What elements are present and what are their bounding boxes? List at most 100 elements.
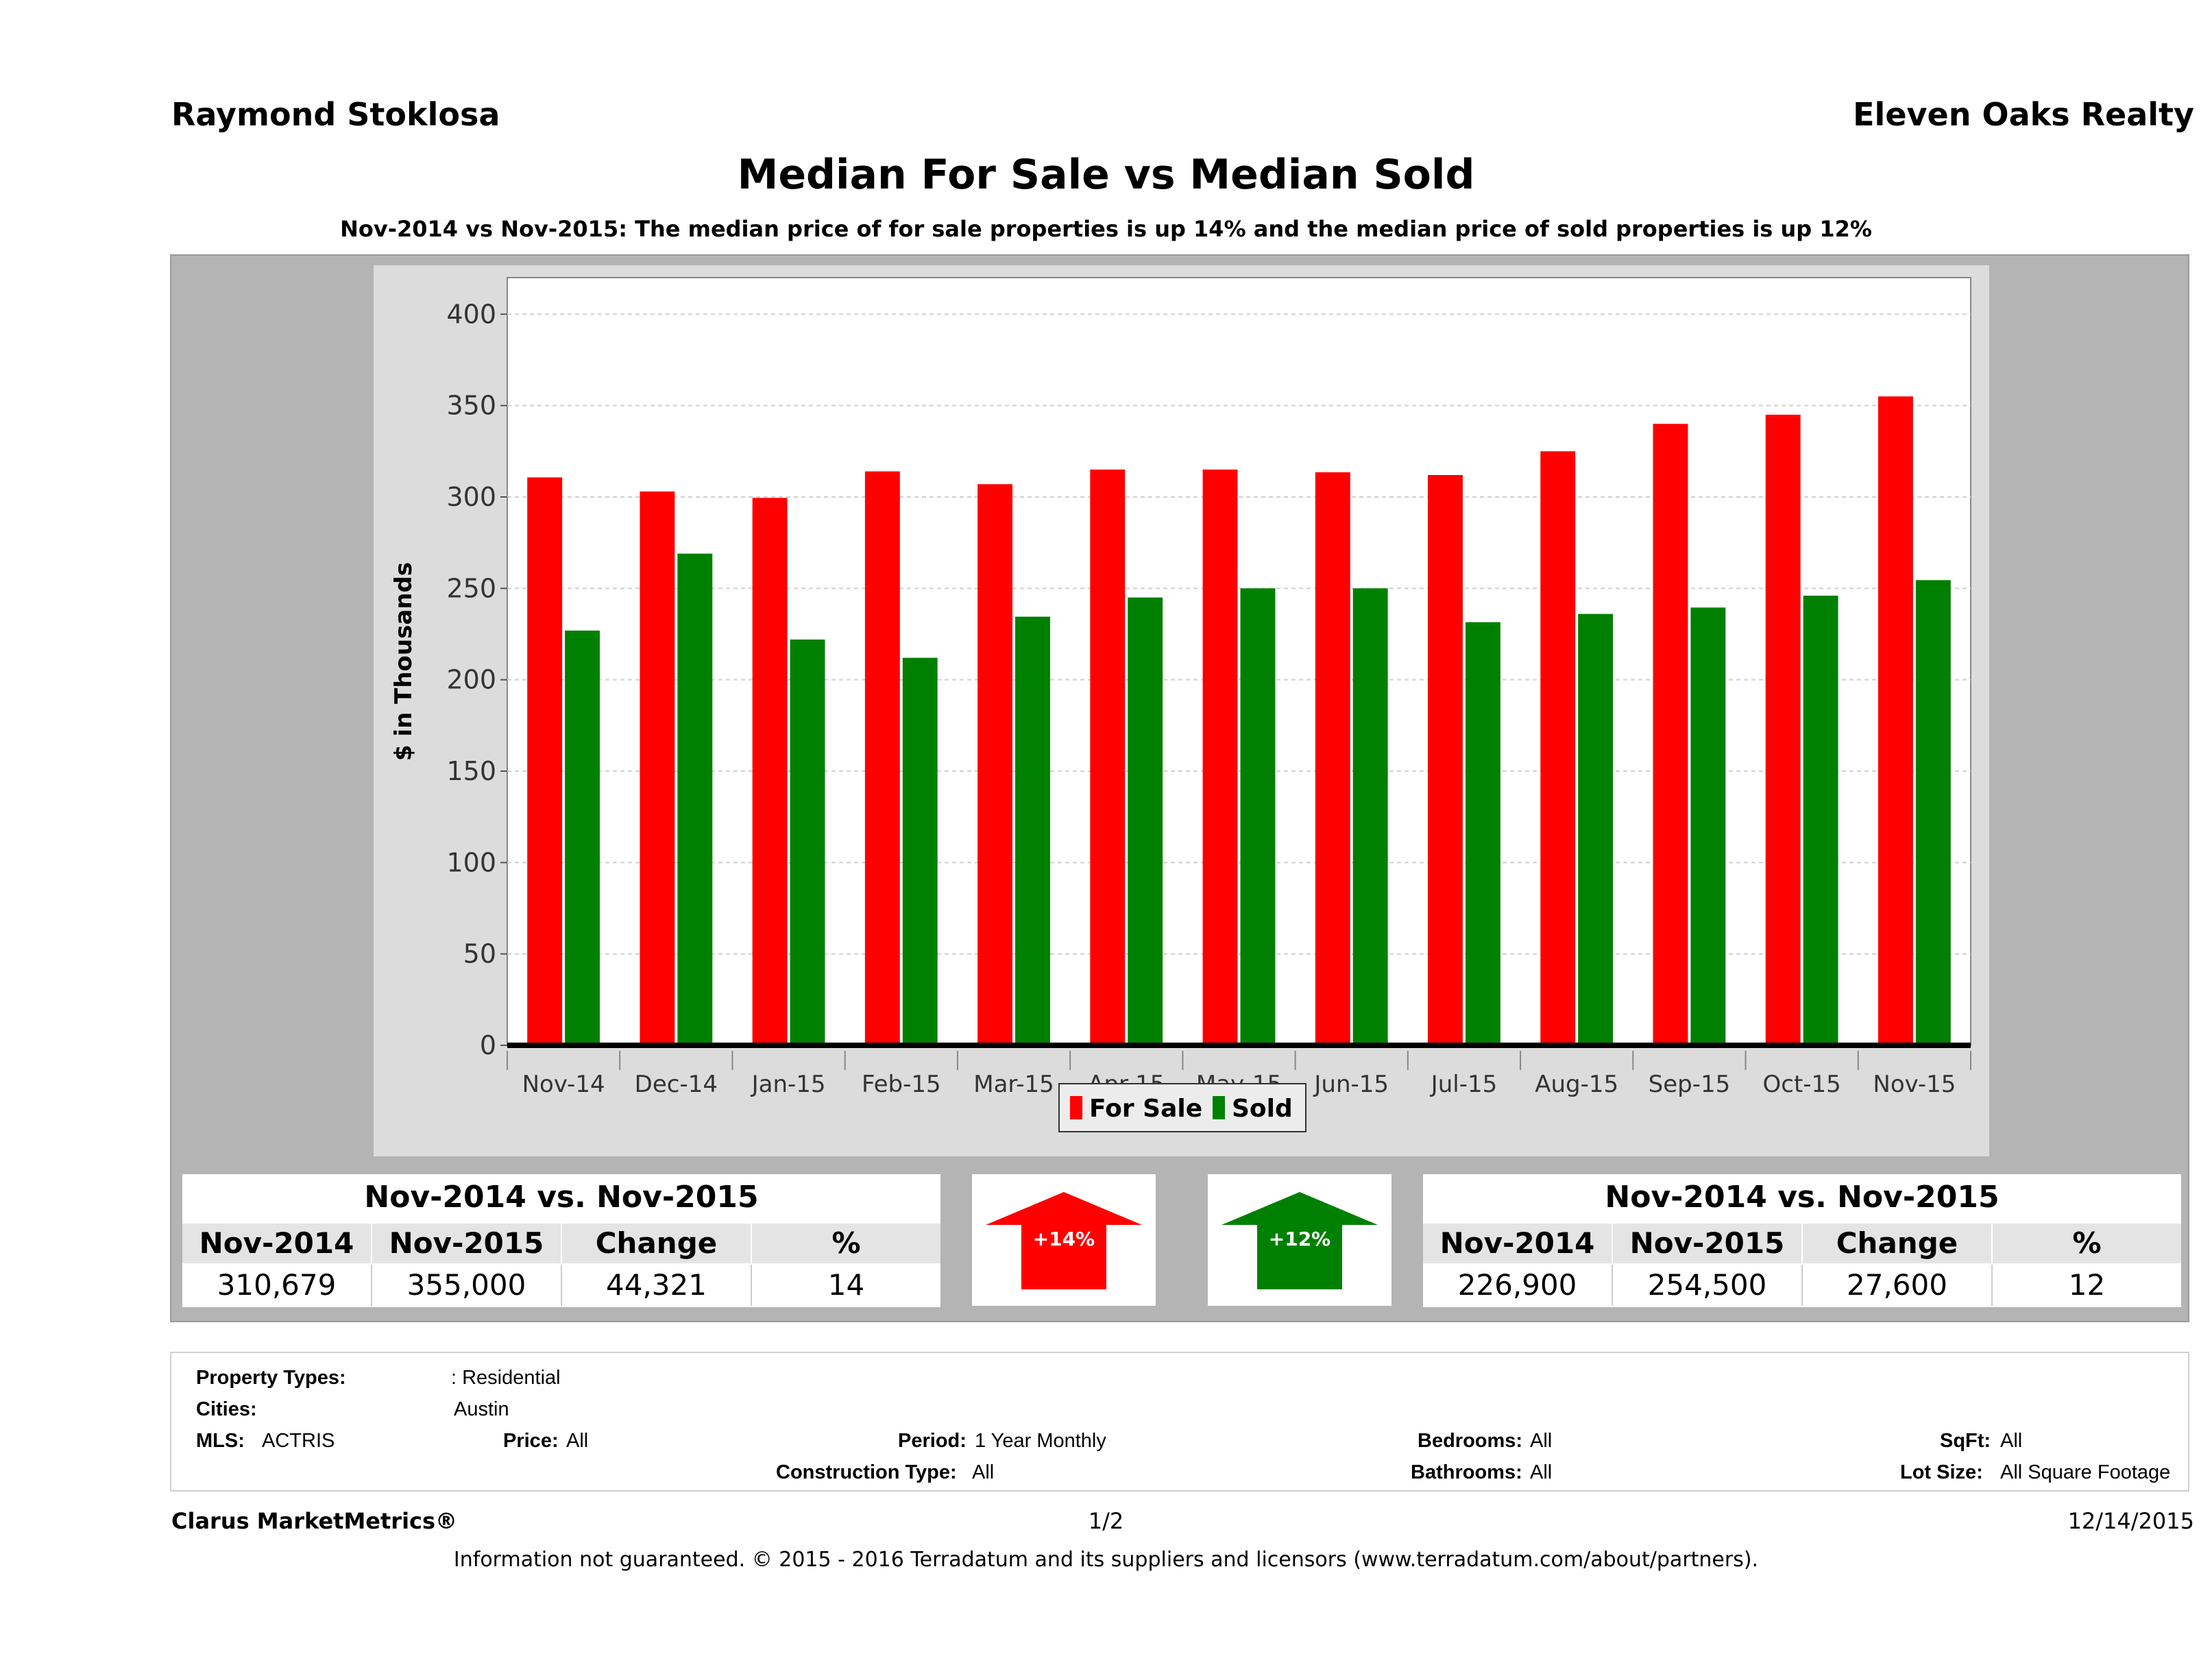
x-tick-label: Jan-15 xyxy=(751,1071,826,1098)
bar-for-sale xyxy=(640,491,675,1045)
x-tick-label: Aug-15 xyxy=(1535,1071,1618,1098)
bar-chart: 0 50 100 150 200 250 300 350 400 $ in Thousands No… xyxy=(390,277,1971,1132)
table-heading: Nov-2014 vs. Nov-2015 xyxy=(1605,1180,2000,1215)
bar-for-sale xyxy=(864,471,900,1045)
bar-sold xyxy=(790,640,825,1045)
y-tick-label: 350 xyxy=(446,391,496,421)
bar-sold xyxy=(1915,580,1951,1045)
bar-sold xyxy=(1803,596,1838,1045)
sold-summary-table: Nov-2014 vs. Nov-2015 Nov-2014 Nov-2015 … xyxy=(1423,1174,2181,1307)
y-tick-label: 200 xyxy=(446,665,496,695)
table-header-row: Nov-2014 Nov-2015 Change % xyxy=(182,1224,940,1263)
table-cell: 44,321 xyxy=(562,1265,752,1306)
col-header: Nov-2015 xyxy=(1613,1224,1803,1263)
col-header: Nov-2015 xyxy=(372,1224,562,1263)
brokerage-name: Eleven Oaks Realty xyxy=(1853,96,2194,133)
y-tick-label: 100 xyxy=(446,847,496,877)
bathrooms-label: Bathrooms: xyxy=(1411,1461,1522,1483)
table-heading: Nov-2014 vs. Nov-2015 xyxy=(364,1180,759,1215)
bar-for-sale xyxy=(752,498,788,1045)
report-title: Median For Sale vs Median Sold xyxy=(737,151,1475,199)
col-header: Change xyxy=(562,1224,752,1263)
y-tick-label: 300 xyxy=(446,482,496,512)
y-tick-label: 400 xyxy=(446,299,496,329)
x-tick-label: Mar-15 xyxy=(973,1071,1054,1098)
bar-for-sale xyxy=(1877,396,1913,1045)
report-date: 12/14/2015 xyxy=(2067,1508,2194,1534)
x-tick-label: Jun-15 xyxy=(1313,1071,1389,1098)
price-value: All xyxy=(566,1430,589,1452)
bar-for-sale xyxy=(1765,415,1801,1045)
lot-size-value: All Square Footage xyxy=(2000,1461,2171,1483)
up-arrow-icon xyxy=(986,1192,1142,1289)
chart-panel: 0 50 100 150 200 250 300 350 400 $ in Thousands No… xyxy=(374,265,1989,1156)
bar-sold xyxy=(1240,588,1276,1045)
x-tick-label: Nov-15 xyxy=(1873,1071,1956,1098)
bar-for-sale xyxy=(527,477,563,1045)
bar-for-sale xyxy=(1090,470,1126,1045)
table-header-row: Nov-2014 Nov-2015 Change % xyxy=(1423,1224,2181,1263)
disclaimer: Information not guaranteed. © 2015 - 201… xyxy=(453,1548,1759,1572)
bar-sold xyxy=(1465,622,1500,1045)
price-label: Price: xyxy=(503,1430,559,1452)
period-label: Period: xyxy=(898,1430,967,1452)
construction-type-label: Construction Type: xyxy=(776,1461,957,1483)
sqft-label: SqFt: xyxy=(1940,1430,1991,1452)
legend-label: For Sale xyxy=(1089,1095,1202,1123)
table-cell: 27,600 xyxy=(1803,1265,1993,1306)
for-sale-change-indicator: +14% xyxy=(972,1174,1156,1306)
construction-type-value: All xyxy=(972,1461,995,1483)
period-value: 1 Year Monthly xyxy=(975,1430,1106,1452)
bar-for-sale xyxy=(1653,424,1688,1045)
col-header: Change xyxy=(1803,1224,1993,1263)
bar-for-sale xyxy=(977,484,1013,1045)
y-tick-label: 250 xyxy=(446,573,496,603)
mls-label: MLS: xyxy=(196,1430,245,1452)
x-tick-label: Dec-14 xyxy=(635,1071,718,1098)
table-row: 226,900 254,500 27,600 12 xyxy=(1423,1265,2181,1306)
col-header: % xyxy=(2072,1226,2102,1260)
table-cell: 355,000 xyxy=(372,1265,562,1306)
col-header: % xyxy=(831,1226,861,1260)
legend-swatch xyxy=(1070,1096,1082,1119)
bar-for-sale xyxy=(1428,475,1463,1045)
table-cell: 226,900 xyxy=(1423,1265,1613,1306)
x-tick-label: Nov-14 xyxy=(522,1071,605,1098)
legend-swatch xyxy=(1213,1096,1225,1119)
bar-sold xyxy=(565,630,600,1045)
bar-for-sale xyxy=(1202,470,1238,1045)
for-sale-change-label: +14% xyxy=(1032,1228,1095,1250)
arrow-shape xyxy=(1222,1192,1378,1289)
sqft-value: All xyxy=(2000,1430,2023,1452)
bar-sold xyxy=(902,657,938,1045)
x-tick-label: Feb-15 xyxy=(862,1071,941,1098)
bedrooms-label: Bedrooms: xyxy=(1418,1430,1523,1452)
sold-change-indicator: +12% xyxy=(1208,1174,1391,1306)
legend-label: Sold xyxy=(1232,1095,1293,1123)
bathrooms-value: All xyxy=(1530,1461,1553,1483)
bar-sold xyxy=(1690,607,1726,1045)
arrow-shape xyxy=(986,1192,1142,1289)
y-tick-label: 50 xyxy=(463,939,496,969)
x-tick-label: Oct-15 xyxy=(1762,1071,1840,1098)
bar-sold xyxy=(1128,597,1163,1045)
up-arrow-icon xyxy=(1222,1192,1378,1289)
table-cell: 254,500 xyxy=(1613,1265,1803,1306)
col-header: Nov-2014 xyxy=(182,1224,372,1263)
product-name: Clarus MarketMetrics® xyxy=(171,1508,458,1534)
y-axis-label: $ in Thousands xyxy=(390,562,417,761)
bar-sold xyxy=(1578,613,1614,1045)
bedrooms-value: All xyxy=(1530,1430,1553,1452)
y-tick-label: 0 xyxy=(480,1030,496,1060)
cities-label: Cities: xyxy=(196,1398,257,1420)
report-subtitle: Nov-2014 vs Nov-2015: The median price o… xyxy=(340,216,1872,242)
page-number: 1/2 xyxy=(1088,1508,1124,1534)
mls-value: ACTRIS xyxy=(262,1430,335,1452)
x-tick-label: Jul-15 xyxy=(1430,1071,1498,1098)
property-types-label: Property Types: xyxy=(196,1367,346,1389)
bar-sold xyxy=(1352,588,1388,1045)
y-tick-label: 150 xyxy=(446,756,496,786)
agent-name: Raymond Stoklosa xyxy=(171,96,500,133)
col-header: Nov-2014 xyxy=(1423,1224,1613,1263)
cities-value: Austin xyxy=(454,1398,509,1420)
